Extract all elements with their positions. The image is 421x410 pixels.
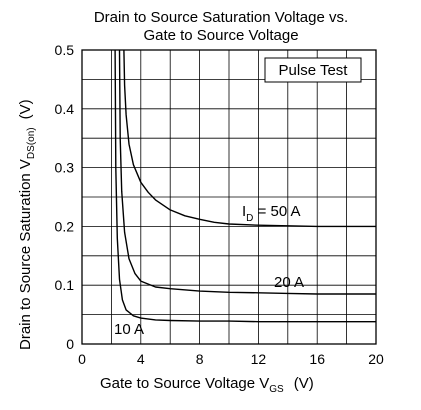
series-line-10a — [114, 49, 376, 323]
series-label-20a: 20 A — [274, 274, 304, 291]
y-ticks: 0 0.1 0.2 0.3 0.4 0.5 — [55, 42, 75, 352]
pulse-test-label: Pulse Test — [279, 62, 349, 79]
x-tick-label: 20 — [368, 351, 384, 367]
series-lines — [114, 49, 376, 323]
plot-frame — [81, 49, 377, 345]
pulse-test-box — [264, 57, 362, 83]
y-tick-label: 0.2 — [55, 218, 75, 234]
x-tick-label: 4 — [137, 351, 145, 367]
chart-title-line2: Gate to Source Voltage — [143, 27, 298, 44]
x-ticks: 0 4 8 12 16 20 — [78, 351, 384, 367]
y-tick-label: 0.1 — [55, 277, 75, 293]
x-tick-label: 12 — [251, 351, 267, 367]
x-axis-label: Gate to Source Voltage VGS (V) — [100, 375, 314, 395]
x-tick-label: 16 — [309, 351, 325, 367]
series-label-50a: ID = 50 A — [242, 203, 301, 224]
grid — [82, 50, 376, 344]
y-tick-label: 0.4 — [55, 101, 75, 117]
x-tick-label: 8 — [196, 351, 204, 367]
y-tick-label: 0.3 — [55, 160, 75, 176]
series-line-20a — [118, 49, 376, 295]
series-line-50a — [123, 49, 376, 228]
series-label-10a: 10 A — [114, 321, 144, 338]
chart-title-line1: Drain to Source Saturation Voltage vs. — [94, 9, 348, 26]
y-tick-label: 0.5 — [55, 42, 75, 58]
y-axis-label: Drain to Source Saturation VDS(on)(V) — [17, 99, 37, 350]
y-tick-label: 0 — [66, 336, 74, 352]
x-tick-label: 0 — [78, 351, 86, 367]
